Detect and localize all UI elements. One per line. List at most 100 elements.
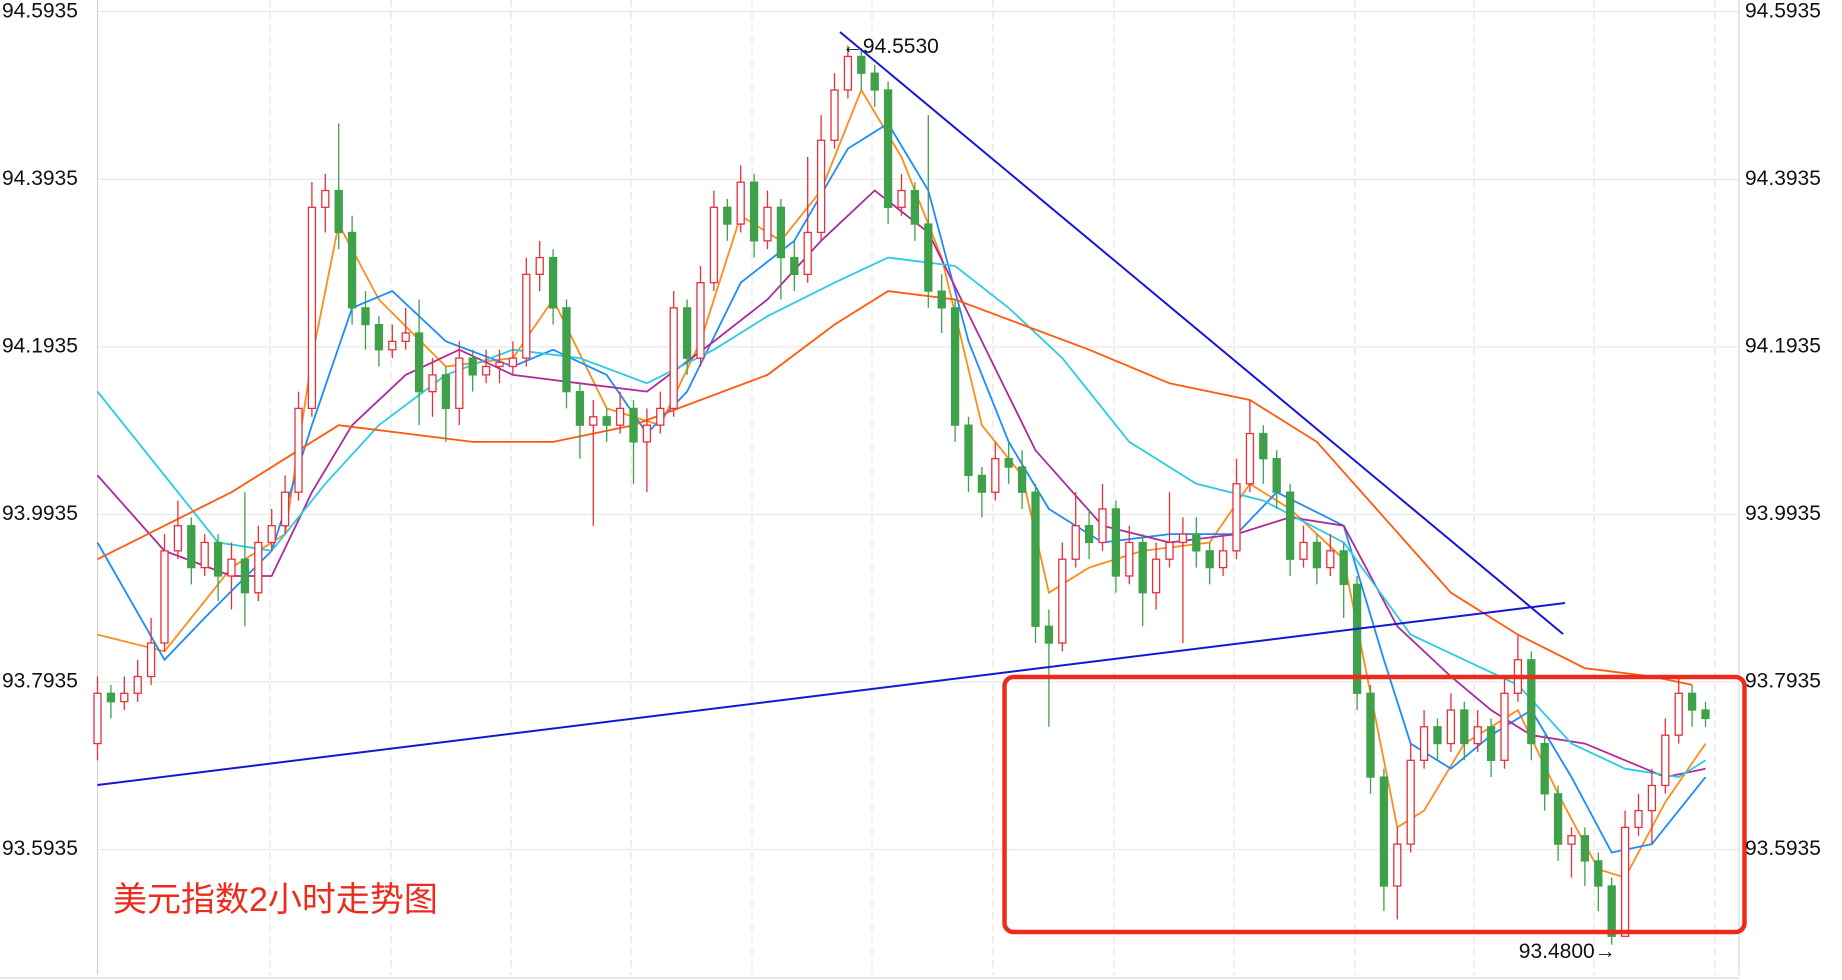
candle-body [615,407,625,426]
candle-body [495,361,504,368]
candle-body [1701,709,1710,720]
y-tick-label: 93.7935 [2,670,78,693]
candle-body [602,416,611,426]
candle-body [1205,550,1214,569]
candle-body [937,290,946,309]
candle-body [1004,458,1013,468]
candle-body [790,256,799,275]
candle-body [388,340,397,351]
y2-tick-label: 93.5935 [1745,837,1821,860]
candle-body [187,525,196,569]
candle-body [723,206,732,225]
candle-body [213,541,223,577]
candle-body [1125,541,1134,577]
candle-body [1272,458,1281,493]
candle-body [991,458,1000,493]
candle-body [1192,533,1201,552]
candle-body [1245,432,1255,485]
candle-body [1044,625,1054,644]
candle-body [1312,541,1322,569]
candle-body [1178,533,1188,544]
y-tick-label: 93.5935 [2,837,78,860]
candle-body [173,525,183,552]
candle-body [1031,491,1040,627]
candle-body [254,541,263,594]
candle-body [696,282,705,359]
candle-body [1473,726,1482,745]
candle-body [1151,558,1161,594]
candle-body [1165,541,1174,560]
moving-average-line [97,290,1693,686]
candle-body [1687,692,1697,711]
candle-body [535,256,544,275]
candle-body [146,642,156,678]
y-tick-label: 94.3935 [2,167,78,190]
candle-body [347,231,357,309]
moving-average-line [97,87,1707,879]
candle-body [1259,432,1268,460]
candle-body [200,541,209,569]
y-tick-label: 94.1935 [2,334,78,357]
annotation: ←94.5530 [842,35,939,58]
candle-body [1594,860,1603,887]
candle-body [1460,709,1469,745]
candle-body [1527,659,1536,745]
candle-body [468,357,477,376]
candle-body [133,675,142,694]
candle-body [857,55,866,74]
candle-body [441,374,451,410]
grid [97,0,1739,975]
candle-body [1285,491,1295,560]
candle-body [1567,835,1576,845]
candle-body [575,390,585,426]
y2-tick-label: 94.5935 [1745,0,1821,23]
candle-body [334,189,343,234]
y2-tick-label: 93.7935 [1745,670,1821,693]
candle-body [1674,692,1683,736]
candle-body [1232,483,1241,552]
candle-body [1540,742,1549,795]
candle-body [656,407,665,426]
candle-body [1661,734,1670,787]
candle-body [1339,550,1348,586]
candle-body [1500,692,1509,761]
candle-body [1393,843,1402,887]
candle-body [455,357,464,410]
candle-body [1379,776,1389,887]
candle-body [1111,508,1121,577]
candle-body [883,89,893,208]
candle-body [1486,726,1496,761]
candle-body [1634,809,1643,829]
candle-body [1138,541,1147,594]
y-tick-label: 93.9935 [2,502,78,525]
candle-body [280,491,290,527]
candle-body [106,692,116,703]
candle-body [1218,550,1228,569]
trend-line [97,602,1566,786]
candle-body [830,89,839,141]
candle-body [508,357,518,368]
y2-tick-label: 94.1935 [1745,334,1821,357]
candle-body [227,558,236,577]
candle-body [93,692,102,745]
candle-body [669,307,678,410]
candle-body [428,374,437,393]
candle-body [1326,550,1335,569]
candle-body [816,139,826,234]
candle-body [910,189,920,225]
candle-body [1607,885,1616,937]
candle-body [1071,525,1080,560]
candle-body [267,525,276,544]
candle-body [709,206,719,284]
candle-body [1419,726,1429,761]
candle-body [950,307,960,426]
candle-body [776,206,786,259]
candle-body [870,72,879,91]
candle-body [977,474,987,493]
trend-line [839,31,1564,635]
candle-body [562,307,571,393]
candle-body [629,407,638,443]
candle-body [1352,583,1362,694]
candle-body [1084,525,1094,544]
